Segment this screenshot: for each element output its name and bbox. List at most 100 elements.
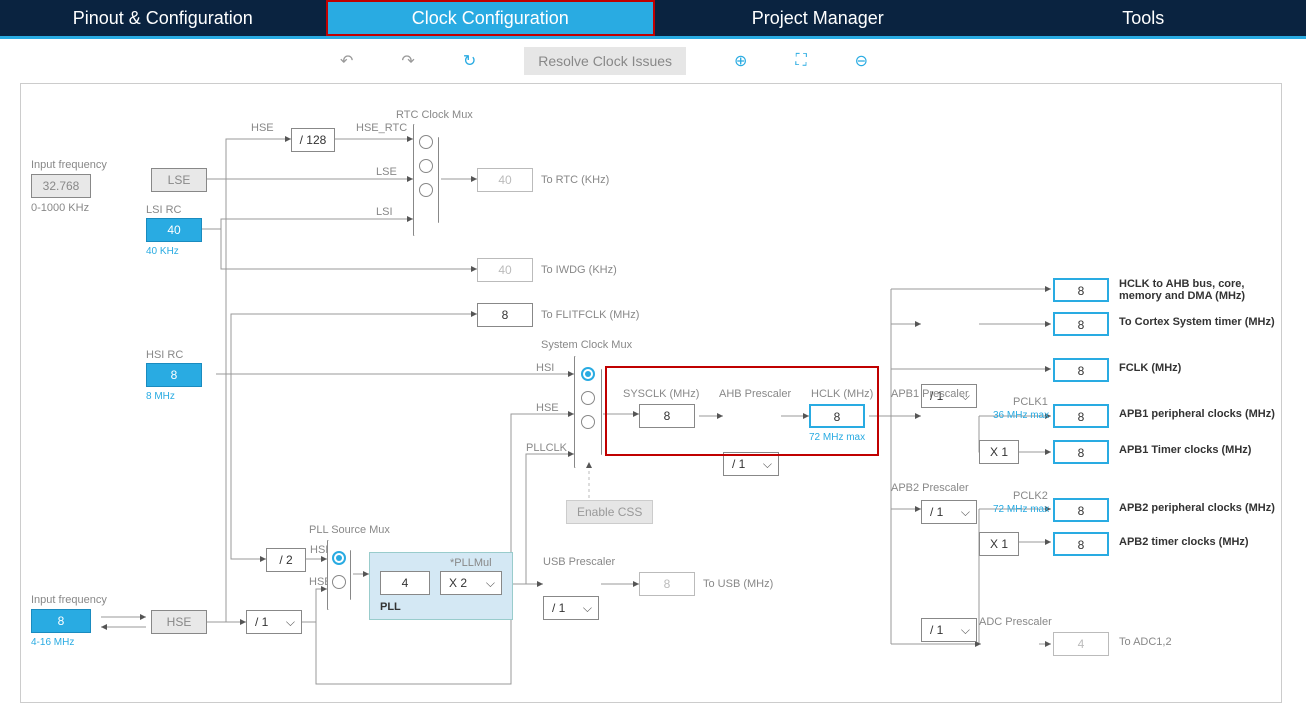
hse-source-box: HSE <box>151 610 207 634</box>
hse-range: 4-16 MHz <box>31 637 74 648</box>
apb1-timer-label: APB1 Timer clocks (MHz) <box>1119 444 1251 456</box>
zoom-out-icon[interactable]: ⊖ <box>855 51 868 71</box>
apb2-mul-box: X 1 <box>979 532 1019 556</box>
top-nav: Pinout & Configuration Clock Configurati… <box>0 0 1306 36</box>
cortex-timer-label: To Cortex System timer (MHz) <box>1119 316 1275 328</box>
adc-out-box: 4 <box>1053 632 1109 656</box>
tab-clock-config[interactable]: Clock Configuration <box>326 0 656 36</box>
resolve-clock-issues-button[interactable]: Resolve Clock Issues <box>524 47 686 75</box>
hclk-max: 72 MHz max <box>809 432 865 443</box>
rtc-out-box: 40 <box>477 168 533 192</box>
pclk2-max: 72 MHz max <box>993 504 1049 515</box>
sysclk-hsi-label: HSI <box>536 362 554 374</box>
hsi-value-box: 8 <box>146 363 202 387</box>
sysclk-label: SYSCLK (MHz) <box>623 388 699 400</box>
pll-name: PLL <box>380 601 401 613</box>
clock-diagram-canvas[interactable]: Input frequency 32.768 0-1000 KHz LSE LS… <box>20 83 1282 703</box>
usb-div-dropdown[interactable]: / 1 <box>543 596 599 620</box>
sysclk-mux-opt-pll[interactable] <box>581 415 595 429</box>
flitf-box: 8 <box>477 303 533 327</box>
rtc-hse-label: HSE <box>251 122 274 134</box>
refresh-icon[interactable]: ↻ <box>463 51 476 71</box>
apb1-mul-box: X 1 <box>979 440 1019 464</box>
adc-prescaler-label: ADC Prescaler <box>979 616 1052 628</box>
apb2-periph-box: 8 <box>1053 498 1109 522</box>
tab-project-manager[interactable]: Project Manager <box>655 0 981 36</box>
pclk2-label: PCLK2 <box>1013 490 1048 502</box>
lse-freq-input[interactable]: 32.768 <box>31 174 91 198</box>
ahb-div-dropdown[interactable]: / 1 <box>723 452 779 476</box>
apb1-periph-label: APB1 peripheral clocks (MHz) <box>1119 408 1275 420</box>
rtc-lsi-label: LSI <box>376 206 393 218</box>
rtc-lse-label: LSE <box>376 166 397 178</box>
apb2-periph-label: APB2 peripheral clocks (MHz) <box>1119 502 1275 514</box>
enable-css-button[interactable]: Enable CSS <box>566 500 653 524</box>
hse-freq-label: Input frequency <box>31 594 107 606</box>
rtc-hse-rtc-label: HSE_RTC <box>356 122 407 134</box>
apb2-prescaler-label: APB2 Prescaler <box>891 482 969 494</box>
undo-icon[interactable]: ↶ <box>340 51 353 71</box>
hse-freq-input[interactable]: 8 <box>31 609 91 633</box>
hclk-ahb-box: 8 <box>1053 278 1109 302</box>
lse-source-box: LSE <box>151 168 207 192</box>
lse-freq-label: Input frequency <box>31 159 107 171</box>
pll-mul-dropdown[interactable]: X 2 <box>440 571 502 595</box>
cortex-timer-box: 8 <box>1053 312 1109 336</box>
fclk-box: 8 <box>1053 358 1109 382</box>
hsi-unit: 8 MHz <box>146 391 175 402</box>
iwdg-out-box: 40 <box>477 258 533 282</box>
pll-mux-opt-hse[interactable] <box>332 575 346 589</box>
sysclk-mux-opt-hsi[interactable] <box>581 367 595 381</box>
rtc-mux-title: RTC Clock Mux <box>396 109 473 121</box>
rtc-mux-opt-lsi[interactable] <box>419 183 433 197</box>
hclk-label: HCLK (MHz) <box>811 388 873 400</box>
pll-container: *PLLMul 4 X 2 PLL <box>369 552 513 620</box>
lsi-value-box: 40 <box>146 218 202 242</box>
tab-tools[interactable]: Tools <box>981 0 1306 36</box>
rtc-mux[interactable] <box>413 124 439 236</box>
apb1-prescaler-label: APB1 Prescaler <box>891 388 969 400</box>
pclk1-max: 36 MHz max <box>993 410 1049 421</box>
apb2-timer-box: 8 <box>1053 532 1109 556</box>
adc-out-label: To ADC1,2 <box>1119 636 1172 648</box>
lsi-unit: 40 KHz <box>146 246 179 257</box>
fit-icon[interactable]: ⛶ <box>795 52 806 70</box>
pll-mux-opt-hsi[interactable] <box>332 551 346 565</box>
rtc-mux-opt-lse[interactable] <box>419 159 433 173</box>
pll-mul-input[interactable]: 4 <box>380 571 430 595</box>
hclk-value-box[interactable]: 8 <box>809 404 865 428</box>
hclk-ahb-label: HCLK to AHB bus, core, memory and DMA (M… <box>1119 278 1269 302</box>
hsi-rc-label: HSI RC <box>146 349 183 361</box>
pll-hsi-div-box: / 2 <box>266 548 306 572</box>
flitf-label: To FLITFCLK (MHz) <box>541 309 639 321</box>
ahb-prescaler-label: AHB Prescaler <box>719 388 791 400</box>
pll-hsi-label: HSI <box>310 544 328 556</box>
sysclk-mux-title: System Clock Mux <box>541 339 632 351</box>
hse-div-dropdown[interactable]: / 1 <box>246 610 302 634</box>
sysclk-mux[interactable] <box>574 356 602 468</box>
lsi-rc-label: LSI RC <box>146 204 181 216</box>
usb-out-label: To USB (MHz) <box>703 578 773 590</box>
usb-prescaler-label: USB Prescaler <box>543 556 615 568</box>
tab-pinout[interactable]: Pinout & Configuration <box>0 0 326 36</box>
apb1-periph-box: 8 <box>1053 404 1109 428</box>
apb1-div-dropdown[interactable]: / 1 <box>921 500 977 524</box>
rtc-hse-div-box: / 128 <box>291 128 335 152</box>
apb2-timer-label: APB2 timer clocks (MHz) <box>1119 536 1249 548</box>
sysclk-mux-opt-hse[interactable] <box>581 391 595 405</box>
apb2-div-dropdown[interactable]: / 1 <box>921 618 977 642</box>
redo-icon[interactable]: ↷ <box>401 51 414 71</box>
fclk-label: FCLK (MHz) <box>1119 362 1181 374</box>
pll-mux[interactable] <box>327 540 351 610</box>
sysclk-value-box[interactable]: 8 <box>639 404 695 428</box>
rtc-mux-opt-hse[interactable] <box>419 135 433 149</box>
apb1-timer-box: 8 <box>1053 440 1109 464</box>
pll-mux-title: PLL Source Mux <box>309 524 390 536</box>
zoom-in-icon[interactable]: ⊕ <box>734 51 747 71</box>
sysclk-pll-label: PLLCLK <box>526 442 567 454</box>
lse-range: 0-1000 KHz <box>31 202 89 214</box>
rtc-out-label: To RTC (KHz) <box>541 174 609 186</box>
pclk1-label: PCLK1 <box>1013 396 1048 408</box>
usb-out-box: 8 <box>639 572 695 596</box>
toolbar: ↶ ↷ ↻ Resolve Clock Issues ⊕ ⛶ ⊖ <box>0 39 1306 83</box>
